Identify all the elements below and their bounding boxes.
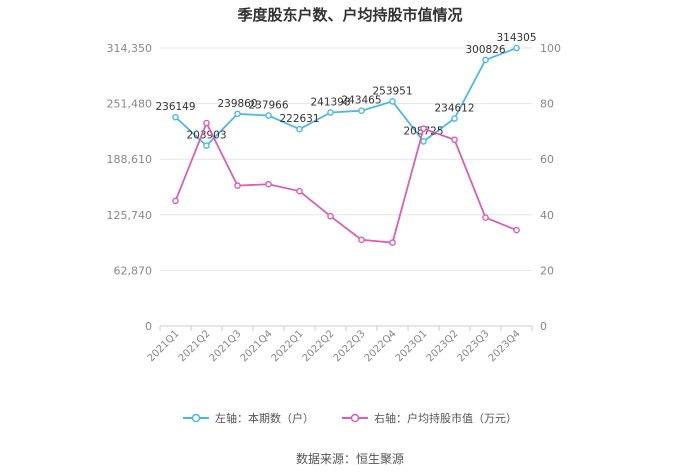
data-point [513,226,520,234]
legend-label-right-series: 右轴：户均持股市值（万元） [374,412,517,425]
data-point [234,182,241,189]
data-label: 241398 [310,97,350,109]
data-point [389,98,396,105]
data-point [203,142,210,149]
data-point [451,136,458,144]
x-tick-label: 2022Q3 [332,328,368,364]
legend-label-left-series: 左轴：本期数（户） [215,412,314,425]
right-axis-ticks: 0 20 40 60 80 100 [540,42,561,333]
data-point [358,107,365,114]
x-tick-label: 2022Q4 [363,328,399,364]
data-label: 222631 [279,113,319,125]
data-point [172,197,179,205]
left-axis-ticks: 0 62,870 125,740 188,610 251,480 314,350 [107,42,153,333]
data-point [420,138,427,145]
left-tick-label: 188,610 [107,153,153,166]
x-axis-ticks: 2021Q12021Q22021Q32021Q42022Q12022Q22022… [146,328,523,364]
data-point [265,180,272,188]
data-label: 234612 [434,103,474,115]
right-tick-label: 0 [540,320,547,333]
series-line-right [174,120,517,244]
x-tick-label: 2021Q1 [146,328,182,364]
data-point [358,236,365,244]
left-tick-label: 314,350 [107,42,153,55]
data-point [482,214,489,221]
right-tick-label: 40 [540,209,554,222]
legend-item-right-series[interactable]: 右轴：户均持股市值（万元） [342,410,517,426]
data-point [234,110,241,118]
data-point [389,239,396,246]
x-tick-label: 2023Q1 [394,328,430,364]
data-point [482,56,489,64]
chart-title: 季度股东户数、户均持股市值情况 [237,6,463,24]
chart-svg: 0 62,870 125,740 188,610 251,480 314,350 0 20 4… [107,32,562,364]
x-tick-label: 2023Q2 [425,328,461,364]
right-tick-label: 100 [540,42,561,55]
data-label: 253951 [372,85,412,97]
legend-marker-right-icon [342,413,368,423]
data-label: 203903 [186,130,226,142]
data-point [327,212,334,220]
data-label: 239860 [217,98,257,110]
data-label: 236149 [155,101,195,113]
series-line-left [174,47,517,147]
right-tick-label: 80 [540,98,554,111]
right-tick-label: 20 [540,264,554,277]
x-tick-label: 2022Q1 [270,328,306,364]
left-tick-label: 62,870 [114,264,153,277]
x-tick-label: 2022Q2 [301,328,337,364]
source-note: 数据来源：恒生聚源 [295,452,404,466]
x-tick-label: 2021Q3 [208,328,244,364]
data-point [172,113,179,121]
left-tick-label: 251,480 [107,98,153,111]
gridlines [159,47,533,331]
x-tick-label: 2021Q2 [177,328,213,364]
legend-item-left-series[interactable]: 左轴：本期数（户） [183,410,314,426]
data-point [327,109,334,116]
x-tick-label: 2021Q4 [239,328,275,364]
x-tick-label: 2023Q4 [487,328,523,364]
left-tick-label: 0 [145,320,152,333]
legend-marker-left-icon [183,413,209,423]
data-point [265,112,272,119]
data-label: 314305 [496,32,536,44]
data-label: 237966 [248,100,288,112]
x-tick-label: 2023Q3 [456,328,492,364]
data-point [203,119,210,127]
data-label: 300826 [465,44,505,56]
data-point [296,187,303,195]
right-tick-label: 60 [540,153,554,166]
data-point [296,125,303,133]
data-point [513,44,520,52]
legend: 左轴：本期数（户） 右轴：户均持股市值（万元） [0,410,700,426]
data-point [451,115,458,122]
data-point [420,125,427,132]
left-tick-label: 125,740 [107,209,153,222]
data-label: 243465 [341,95,381,107]
